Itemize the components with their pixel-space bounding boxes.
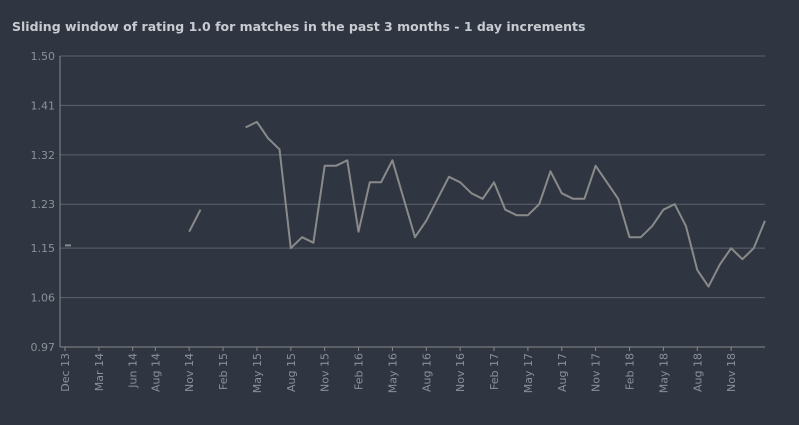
x-tick-label: Feb 17 [488,353,501,390]
y-tick-label: 0.97 [31,341,56,354]
line-series [65,120,766,288]
x-tick-label: Feb 18 [624,353,637,390]
y-tick-label: 1.41 [31,99,56,112]
x-tick-label: Nov 18 [725,353,738,392]
x-tick-label: Aug 14 [149,353,162,392]
x-tick-label: Nov 15 [319,353,332,392]
x-tick-label: Nov 16 [454,353,467,392]
x-tick-label: Feb 16 [353,353,366,390]
x-tick-label: May 17 [522,353,535,393]
x-tick-label: Nov 17 [590,353,603,392]
y-tick-label: 1.15 [31,242,56,255]
x-tick-label: Mar 14 [93,353,106,391]
x-tick-label: May 16 [386,353,399,393]
y-tick-label: 1.23 [31,198,56,211]
x-tick-label: Feb 15 [217,353,230,390]
x-tick-label: Dec 13 [59,353,72,392]
x-tick-label: Jun 14 [127,353,140,389]
chart-title: Sliding window of rating 1.0 for matches… [12,19,585,34]
x-tick-label: May 15 [251,353,264,393]
x-tick-label: Aug 15 [285,353,298,392]
y-tick-label: 1.32 [31,149,56,162]
x-tick-label: May 18 [657,353,670,393]
y-tick-label: 1.50 [31,50,56,63]
x-tick-label: Nov 14 [183,353,196,392]
x-tick-label: Aug 17 [556,353,569,392]
x-tick-label: Aug 16 [420,353,433,392]
y-tick-label: 1.06 [31,292,56,305]
x-tick-label: Aug 18 [691,353,704,392]
